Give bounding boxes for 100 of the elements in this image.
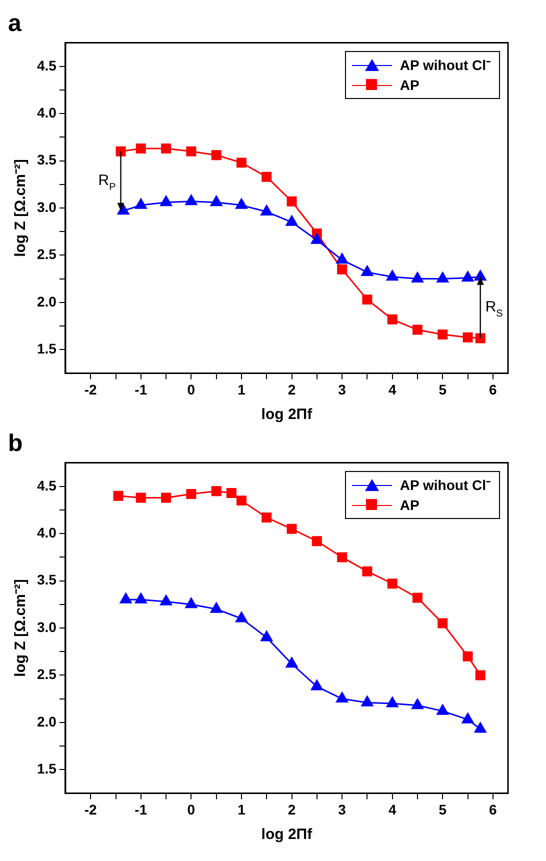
point <box>236 158 246 168</box>
point <box>186 146 196 156</box>
legend-label: AP wihout Cl⁻ <box>400 56 491 75</box>
point <box>436 272 449 283</box>
legend-label: AP <box>400 496 420 515</box>
point <box>236 612 248 622</box>
y-tick-label: 2.0 <box>36 293 57 310</box>
point <box>310 233 323 244</box>
x-tick-label: 3 <box>338 801 346 818</box>
legend-label: AP wihout Cl⁻ <box>400 476 491 495</box>
point <box>160 594 172 606</box>
y-tick-label: 3.0 <box>36 198 57 215</box>
point <box>134 592 147 604</box>
point <box>387 314 398 324</box>
y-tick-label: 1.5 <box>36 760 57 776</box>
point <box>361 696 374 706</box>
point <box>262 512 272 523</box>
point <box>185 194 198 206</box>
point <box>116 146 126 156</box>
x-tick-label: 3 <box>338 381 346 398</box>
point <box>260 205 273 216</box>
x-tick-label: 2 <box>288 801 296 818</box>
point <box>210 196 222 206</box>
point <box>236 496 246 506</box>
x-tick-label: 6 <box>489 381 498 398</box>
point <box>286 196 297 206</box>
point <box>286 657 298 668</box>
point <box>386 270 398 281</box>
point <box>436 704 449 715</box>
chart-title: b <box>8 430 23 458</box>
point <box>286 524 297 534</box>
point <box>310 680 323 690</box>
x-tick-label: -1 <box>134 381 148 398</box>
point <box>412 324 422 335</box>
y-tick-label: 3.5 <box>36 572 57 588</box>
y-tick-label: 4.5 <box>36 57 57 74</box>
point <box>361 265 374 276</box>
y-tick-label: 2.5 <box>36 246 57 262</box>
point <box>337 264 348 274</box>
point <box>438 618 448 628</box>
y-tick-label: 2.5 <box>36 666 57 682</box>
point <box>362 566 372 576</box>
point <box>438 330 448 340</box>
point <box>226 488 236 498</box>
point <box>412 592 422 603</box>
point <box>475 333 486 344</box>
point <box>160 196 172 206</box>
point <box>186 488 196 499</box>
point <box>336 692 348 703</box>
y-tick-label: 3.5 <box>36 152 57 168</box>
point <box>462 332 473 342</box>
point <box>262 172 272 182</box>
point <box>362 294 372 305</box>
point <box>462 712 474 724</box>
point <box>120 592 132 604</box>
y-tick-label: 2.0 <box>36 713 57 730</box>
x-axis-title: log 2Πf <box>261 406 314 424</box>
point <box>462 651 473 662</box>
point <box>236 198 248 209</box>
chart-title: a <box>8 10 22 38</box>
y-tick-label: 4.0 <box>36 104 57 120</box>
y-axis-title: log Z [Ω.cm⁻²] <box>12 579 30 677</box>
x-tick-label: -2 <box>84 801 98 818</box>
x-tick-label: 5 <box>438 381 447 398</box>
x-tick-label: 4 <box>388 381 396 398</box>
point <box>185 598 198 608</box>
point <box>412 272 424 283</box>
point <box>286 215 298 226</box>
point <box>211 150 222 160</box>
y-tick-label: 4.5 <box>36 477 57 494</box>
x-tick-label: 1 <box>238 801 246 818</box>
x-axis-title: log 2Πf <box>261 826 314 844</box>
point <box>161 492 172 503</box>
point <box>412 698 424 710</box>
y-tick-label: 1.5 <box>36 340 57 356</box>
point <box>136 492 146 503</box>
point <box>386 696 398 708</box>
point <box>210 602 222 613</box>
x-tick-label: 0 <box>187 801 196 818</box>
point <box>260 630 273 642</box>
y-tick-label: 3.0 <box>36 618 57 635</box>
x-tick-label: 4 <box>388 801 396 818</box>
point <box>474 722 486 733</box>
point <box>113 490 124 501</box>
x-tick-label: -1 <box>134 801 148 818</box>
x-tick-label: 2 <box>288 381 296 398</box>
x-tick-label: -2 <box>84 381 98 398</box>
point <box>475 670 486 680</box>
x-tick-label: 5 <box>438 801 447 818</box>
point <box>387 578 398 589</box>
x-tick-label: 6 <box>489 801 498 818</box>
point <box>336 253 348 264</box>
y-axis-title: log Z [Ω.cm⁻²] <box>12 159 30 257</box>
x-tick-label: 0 <box>187 381 196 398</box>
y-tick-label: 4.0 <box>36 524 57 540</box>
point <box>211 486 222 496</box>
point <box>337 552 348 562</box>
x-tick-label: 1 <box>238 381 246 398</box>
point <box>462 271 474 282</box>
point <box>312 536 322 546</box>
